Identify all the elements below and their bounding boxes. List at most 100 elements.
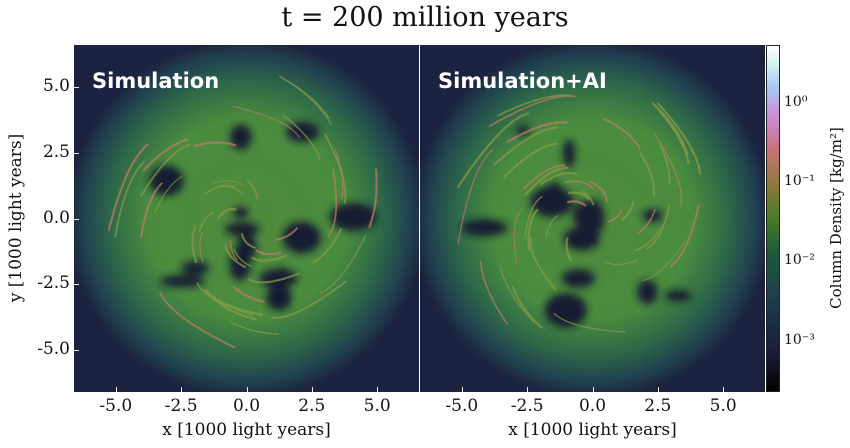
- filament: [564, 180, 594, 190]
- filament: [506, 121, 568, 144]
- x-tick-label: 5.0: [363, 396, 391, 416]
- x-tick-mark: [527, 387, 529, 392]
- x-tick-label: -5.0: [99, 396, 133, 416]
- figure-title: t = 200 million years: [281, 2, 569, 33]
- void: [544, 293, 588, 328]
- filament: [669, 204, 700, 268]
- void: [329, 202, 378, 231]
- simulation-panel: Simulation: [74, 45, 419, 392]
- galaxy-disk: [74, 45, 419, 392]
- x-tick-label: 5.0: [709, 396, 737, 416]
- x-tick-mark: [246, 387, 248, 392]
- filament: [654, 133, 683, 206]
- filament: [213, 180, 244, 187]
- filament: [107, 143, 150, 232]
- colorbar-label: Column Density [kg/m²]: [827, 127, 845, 309]
- filament: [320, 234, 367, 294]
- panel-label-simulation-ai: Simulation+AI: [438, 69, 607, 93]
- void: [460, 219, 508, 237]
- filament: [139, 143, 192, 197]
- filament: [539, 172, 578, 186]
- simulation-ai-panel: Simulation+AI: [420, 45, 765, 392]
- filament: [602, 117, 641, 149]
- filament: [493, 126, 559, 166]
- filament: [456, 112, 529, 189]
- x-tick-label: 0.0: [578, 396, 607, 416]
- y-tick-label: 0.0: [42, 207, 70, 228]
- filament: [222, 185, 244, 195]
- filament: [275, 227, 299, 241]
- colorbar-tick-label: 10⁻¹: [784, 173, 815, 190]
- x-tick-mark: [592, 387, 594, 392]
- filament: [327, 169, 338, 238]
- x-tick-mark: [377, 387, 379, 392]
- void: [582, 208, 599, 229]
- filament: [511, 286, 543, 330]
- x-tick-label: -5.0: [445, 396, 479, 416]
- filament: [246, 179, 258, 200]
- void: [637, 279, 658, 305]
- filament: [224, 243, 246, 269]
- panel-label-simulation: Simulation: [92, 69, 220, 93]
- filament: [193, 141, 237, 148]
- y-tick-mark: [74, 349, 79, 351]
- filament: [312, 227, 343, 264]
- filament: [191, 225, 198, 264]
- filament: [565, 237, 572, 262]
- filament: [204, 288, 263, 317]
- void: [232, 207, 249, 219]
- y-tick-label: -5.0: [37, 338, 70, 359]
- void: [266, 284, 292, 311]
- filament: [233, 248, 253, 268]
- filament: [229, 240, 238, 261]
- void: [282, 221, 321, 254]
- colorbar-tick-label: 10⁰: [784, 94, 808, 111]
- void: [259, 269, 298, 288]
- y-axis-label: y [1000 light years]: [6, 133, 26, 303]
- filament: [271, 280, 347, 319]
- filament: [606, 208, 623, 223]
- column-density-map: [74, 45, 419, 392]
- filament: [499, 265, 535, 323]
- filament: [232, 285, 265, 303]
- filament: [457, 149, 494, 244]
- filament: [229, 320, 279, 335]
- column-density-map: [420, 45, 765, 392]
- filament: [522, 164, 566, 190]
- x-tick-mark: [461, 387, 463, 392]
- filament: [566, 200, 587, 207]
- x-tick-mark: [181, 387, 183, 392]
- void: [224, 222, 260, 236]
- filament: [334, 148, 344, 201]
- filament: [216, 207, 237, 220]
- filament: [233, 105, 301, 138]
- x-tick-label: -2.5: [510, 396, 544, 416]
- filament: [524, 195, 543, 239]
- filament: [479, 261, 509, 325]
- filament: [140, 182, 163, 238]
- filament: [250, 254, 288, 262]
- y-tick-mark: [74, 87, 79, 89]
- filament: [634, 228, 661, 252]
- colorbar: [766, 45, 780, 392]
- x-tick-mark: [311, 387, 313, 392]
- filament: [247, 272, 301, 284]
- y-tick-mark: [74, 152, 79, 154]
- colorbar-tick-label: 10⁻³: [784, 331, 815, 348]
- filament: [527, 208, 539, 251]
- y-tick-mark: [74, 218, 79, 220]
- y-tick-mark: [74, 284, 79, 286]
- x-tick-mark: [115, 387, 117, 392]
- filament: [503, 142, 559, 178]
- y-tick-label: 5.0: [42, 76, 70, 97]
- filament: [620, 200, 635, 222]
- filament: [605, 259, 638, 266]
- x-tick-label: 0.0: [232, 396, 261, 416]
- filament: [659, 144, 671, 186]
- filament: [255, 249, 282, 256]
- filament: [142, 138, 189, 173]
- void: [181, 261, 210, 276]
- filament: [637, 208, 656, 234]
- filament: [588, 180, 608, 203]
- void: [561, 269, 595, 288]
